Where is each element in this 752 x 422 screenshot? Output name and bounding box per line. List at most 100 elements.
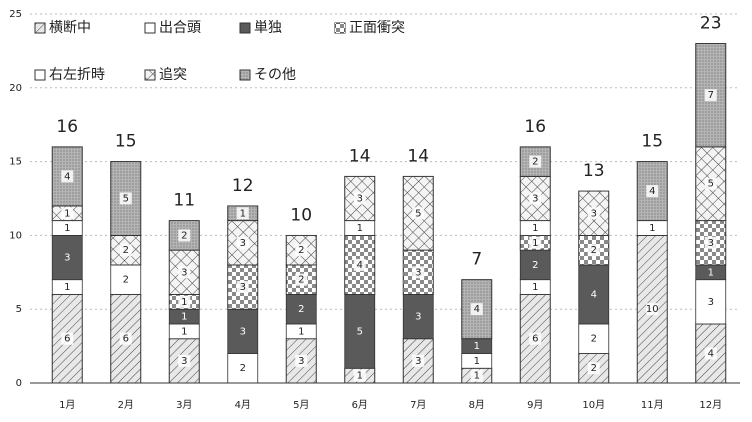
segment-label: 4 — [708, 348, 714, 359]
x-tick-label: 4月 — [235, 399, 251, 411]
legend-pattern — [335, 23, 345, 33]
segment-label: 5 — [708, 179, 714, 190]
segment-label: 2 — [240, 363, 246, 374]
segment-label: 1 — [649, 223, 655, 234]
y-tick-label: 0 — [16, 378, 22, 389]
segment-label: 6 — [532, 334, 538, 345]
legend-label: 追突 — [159, 67, 187, 83]
segment-label: 3 — [415, 312, 421, 323]
legend-pattern — [35, 23, 45, 33]
segment-label: 1 — [357, 371, 363, 382]
x-tick-label: 8月 — [469, 399, 485, 411]
segment-label: 2 — [532, 260, 538, 271]
segment-label: 3 — [240, 238, 246, 249]
segment-label: 3 — [64, 253, 70, 264]
total-label: 14 — [407, 146, 429, 166]
y-tick-label: 20 — [9, 83, 22, 94]
segment-label: 1 — [181, 326, 187, 337]
segment-label: 2 — [591, 363, 597, 374]
segment-label: 1 — [240, 208, 246, 219]
segment-label: 2 — [591, 245, 597, 256]
legend-swatch — [145, 23, 155, 33]
segment-label: 3 — [298, 356, 304, 367]
segment-label: 2 — [298, 245, 304, 256]
total-label: 10 — [290, 205, 312, 225]
legend-swatch — [35, 70, 45, 80]
x-tick-label: 9月 — [527, 399, 543, 411]
total-label: 16 — [524, 117, 546, 137]
legend-label: その他 — [254, 67, 296, 83]
legend-label: 正面衝突 — [349, 20, 405, 36]
segment-label: 3 — [240, 282, 246, 293]
chart: 0510152025横断中出合頭単独正面衝突右左折時追突その他613114161… — [0, 0, 752, 418]
segment-label: 5 — [415, 208, 421, 219]
segment-label: 3 — [708, 297, 714, 308]
segment-label: 6 — [123, 334, 129, 345]
segment-label: 5 — [123, 194, 129, 205]
x-tick-label: 1月 — [59, 399, 75, 411]
segment-label: 1 — [474, 371, 480, 382]
segment-label: 10 — [646, 304, 659, 315]
segment-label: 3 — [708, 238, 714, 249]
y-tick-label: 15 — [9, 157, 22, 168]
y-tick-label: 5 — [16, 304, 22, 315]
segment-label: 1 — [64, 282, 70, 293]
total-label: 16 — [56, 117, 78, 137]
segment-label: 3 — [532, 194, 538, 205]
segment-label: 6 — [64, 334, 70, 345]
legend-label: 右左折時 — [49, 67, 105, 83]
segment-label: 3 — [181, 356, 187, 367]
segment-label: 2 — [591, 334, 597, 345]
y-tick-label: 10 — [9, 230, 22, 241]
segment-label: 4 — [357, 260, 363, 271]
segment-label: 1 — [298, 326, 304, 337]
segment-label: 1 — [532, 238, 538, 249]
x-tick-label: 7月 — [410, 399, 426, 411]
segment-label: 3 — [181, 267, 187, 278]
segment-label: 1 — [708, 267, 714, 278]
segment-label: 7 — [708, 90, 714, 101]
segment-label: 1 — [474, 356, 480, 367]
segment-label: 2 — [181, 230, 187, 241]
segment-label: 2 — [123, 275, 129, 286]
segment-label: 1 — [532, 223, 538, 234]
total-label: 13 — [583, 161, 605, 181]
segment-label: 1 — [64, 208, 70, 219]
segment-label: 4 — [649, 186, 655, 197]
x-tick-label: 6月 — [352, 399, 368, 411]
x-tick-label: 5月 — [293, 399, 309, 411]
total-label: 11 — [173, 191, 195, 211]
total-label: 7 — [471, 250, 482, 270]
segment-label: 1 — [357, 223, 363, 234]
y-tick-label: 25 — [9, 9, 22, 20]
legend-label: 単独 — [254, 20, 282, 36]
x-tick-label: 10月 — [582, 399, 605, 411]
segment-label: 2 — [298, 304, 304, 315]
segment-label: 1 — [181, 312, 187, 323]
segment-label: 1 — [64, 223, 70, 234]
segment-label: 3 — [357, 194, 363, 205]
x-tick-label: 11月 — [641, 399, 664, 411]
total-label: 14 — [349, 146, 371, 166]
total-label: 12 — [232, 176, 254, 196]
legend-label: 出合頭 — [159, 20, 201, 36]
segment-label: 5 — [357, 326, 363, 337]
total-label: 15 — [641, 132, 663, 152]
legend-pattern — [145, 70, 155, 80]
x-tick-label: 12月 — [699, 399, 722, 411]
segment-label: 3 — [591, 208, 597, 219]
segment-label: 1 — [181, 297, 187, 308]
legend-label: 横断中 — [49, 20, 91, 36]
total-label: 23 — [700, 14, 722, 34]
segment-label: 2 — [532, 157, 538, 168]
total-label: 15 — [115, 132, 137, 152]
segment-label: 4 — [474, 304, 480, 315]
segment-label: 3 — [415, 356, 421, 367]
segment-label: 2 — [123, 245, 129, 256]
segment-label: 4 — [591, 289, 597, 300]
segment-label: 4 — [64, 171, 70, 182]
segment-label: 3 — [240, 326, 246, 337]
segment-label: 3 — [415, 267, 421, 278]
legend-pattern — [240, 70, 250, 80]
x-tick-label: 3月 — [176, 399, 192, 411]
